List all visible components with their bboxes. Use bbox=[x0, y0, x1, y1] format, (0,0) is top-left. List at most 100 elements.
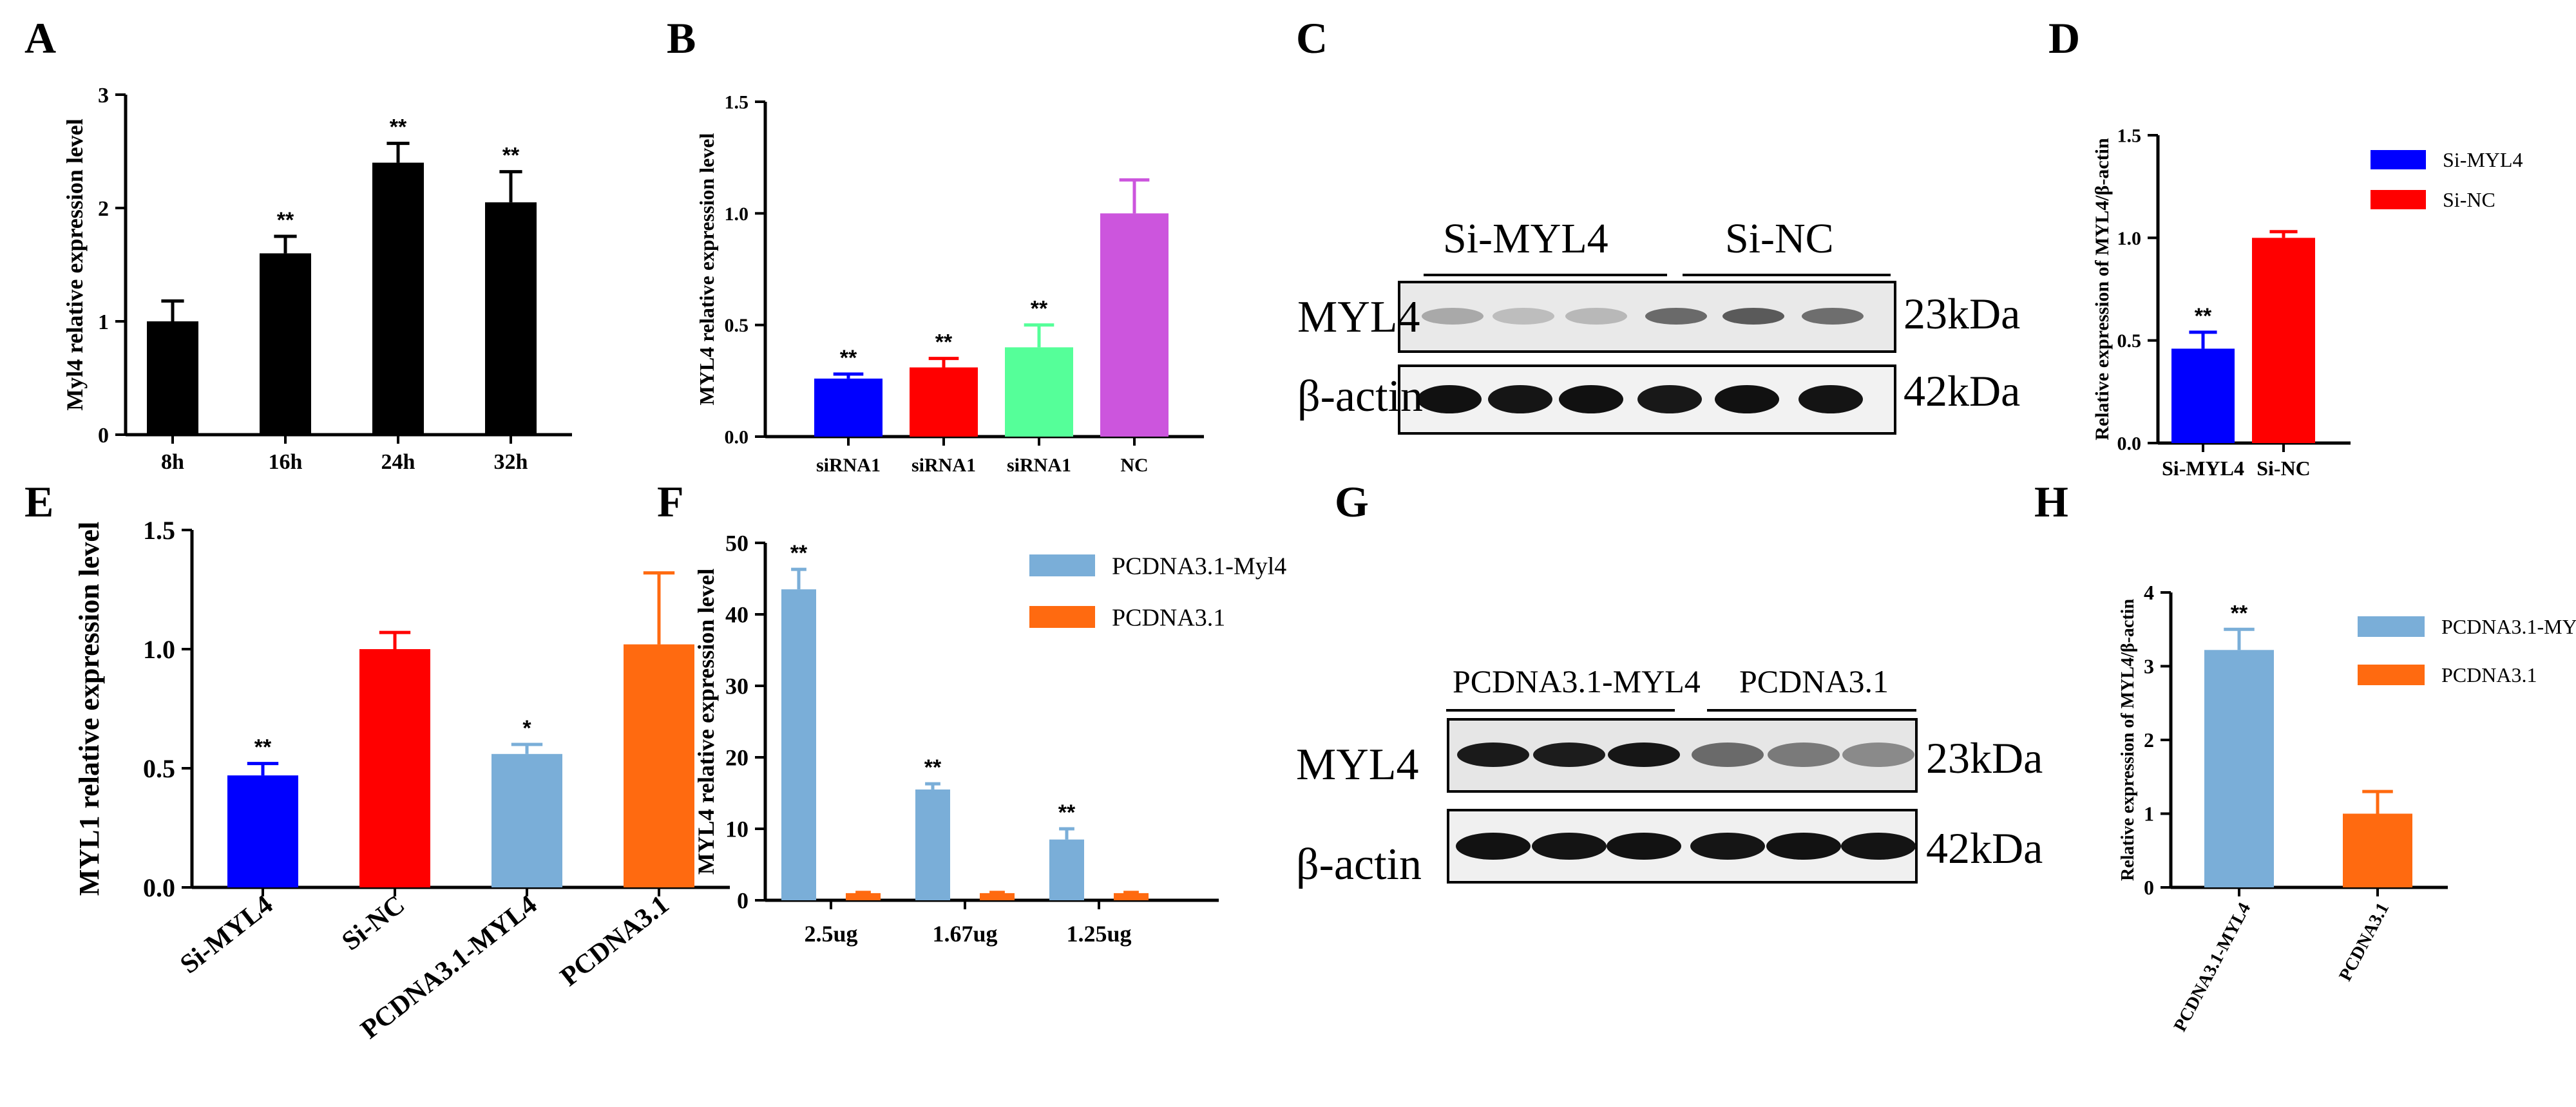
chart-b-y-tick-label: 1.0 bbox=[725, 203, 749, 225]
blot-band bbox=[1766, 833, 1841, 860]
blot-band bbox=[1645, 308, 1707, 325]
chart-f-bar-1-1 bbox=[980, 893, 1015, 900]
chart-f-y-tick-label: 20 bbox=[725, 745, 749, 771]
blot-g-size1-label: 23kDa bbox=[1926, 733, 2043, 782]
chart-f-x-tick-label: 2.5ug bbox=[804, 921, 857, 947]
chart-a-significance-2: ** bbox=[390, 115, 407, 140]
chart-e-y-label: MYL1 relative expression level bbox=[73, 522, 105, 896]
chart-f-legend-label-0: PCDNA3.1-Myl4 bbox=[1112, 553, 1286, 580]
chart-a-significance-1: ** bbox=[277, 208, 294, 232]
chart-b-bar-2 bbox=[1005, 347, 1073, 437]
blot-band bbox=[1768, 743, 1840, 767]
chart-a-y-tick-label: 3 bbox=[98, 84, 109, 108]
chart-h-bar-0 bbox=[2204, 650, 2274, 887]
chart-a-myl4-time-course: 0 1 2 3 Myl4 relative expression level 8h ** 16… bbox=[62, 84, 572, 474]
chart-d-legend-label-1: Si-NC bbox=[2443, 188, 2495, 211]
panel-letter-g: G bbox=[1335, 477, 1369, 526]
panel-letter-h: H bbox=[2034, 477, 2068, 526]
blot-band bbox=[1417, 385, 1482, 413]
blot-band bbox=[1493, 308, 1554, 325]
chart-e-y-tick-label: 0.0 bbox=[143, 873, 175, 902]
chart-h-legend-label-0: PCDNA3.1-MYL4 bbox=[2441, 615, 2576, 638]
blot-band bbox=[1841, 833, 1916, 860]
chart-d-y-tick-label: 1.5 bbox=[2117, 126, 2142, 147]
chart-b-y-tick-label: 0.0 bbox=[725, 427, 749, 448]
blot-band bbox=[1607, 833, 1681, 860]
blot-band bbox=[1456, 833, 1531, 860]
chart-e-significance-2: * bbox=[522, 716, 531, 741]
chart-b-bar-1 bbox=[910, 367, 978, 437]
chart-f-bar-2-1 bbox=[1114, 893, 1149, 900]
chart-f-y-tick-label: 0 bbox=[737, 888, 749, 914]
chart-d-y-label: Relative expression of MYL4/β-actin bbox=[2092, 138, 2113, 440]
chart-d-y-tick-label: 1.0 bbox=[2117, 228, 2142, 249]
chart-h-y-label: Relative expression of MYL4/β-actin bbox=[2118, 599, 2138, 881]
chart-d-x-tick-label: Si-NC bbox=[2256, 457, 2311, 480]
blot-g-size2-label: 42kDa bbox=[1926, 824, 2043, 873]
blot-band bbox=[1488, 385, 1552, 413]
chart-b-x-tick-label: NC bbox=[1120, 455, 1148, 476]
blot-g-group2-label: PCDNA3.1 bbox=[1739, 663, 1889, 699]
chart-b-bar-0 bbox=[814, 378, 883, 437]
blot-c-group2-label: Si-NC bbox=[1725, 215, 1834, 262]
chart-a-x-tick-label: 24h bbox=[381, 450, 415, 474]
chart-f-bar-2-0 bbox=[1049, 839, 1084, 900]
chart-h-y-tick-label: 2 bbox=[2144, 728, 2154, 752]
chart-d-significance-0: ** bbox=[2195, 304, 2212, 328]
panel-letter-d: D bbox=[2048, 14, 2080, 62]
chart-f-y-tick-label: 50 bbox=[725, 531, 749, 556]
blot-c-band2-label: β-actin bbox=[1297, 372, 1423, 421]
chart-f-bar-1-0 bbox=[915, 789, 950, 900]
chart-b-x-tick-label: siRNA1 bbox=[1007, 455, 1071, 476]
blot-c-actin-bands bbox=[1417, 385, 1863, 413]
chart-e-bar-1 bbox=[359, 649, 430, 887]
chart-a-y-tick-label: 0 bbox=[98, 424, 109, 448]
chart-d-bar-0 bbox=[2171, 348, 2235, 443]
chart-h-overexpression-blot-quantification: 0 1 2 3 4 Relative expression of MYL4/β-actin… bbox=[2118, 581, 2576, 1035]
chart-b-bar-3 bbox=[1100, 213, 1169, 437]
blot-band bbox=[1842, 743, 1914, 767]
blot-g-myl4-bands bbox=[1457, 743, 1914, 767]
blot-c-group1-label: Si-MYL4 bbox=[1443, 215, 1608, 262]
chart-b-y-tick-label: 1.5 bbox=[725, 92, 749, 113]
chart-d-x-tick-label: Si-MYL4 bbox=[2162, 457, 2244, 480]
blot-g-actin-bands bbox=[1456, 833, 1916, 860]
chart-f-bar-0-1 bbox=[846, 893, 881, 900]
chart-h-y-tick-label: 3 bbox=[2144, 655, 2154, 678]
chart-a-y-tick-label: 2 bbox=[98, 197, 109, 221]
chart-h-legend-swatch-1 bbox=[2358, 665, 2425, 685]
chart-d-bar-1 bbox=[2252, 238, 2315, 443]
chart-e-y-tick-label: 1.0 bbox=[143, 635, 175, 664]
chart-h-bar-1 bbox=[2343, 813, 2412, 887]
western-blot-c: Si-MYL4 Si-NC MYL4 β-actin 23kDa 42kDa bbox=[1297, 215, 2020, 435]
chart-f-legend-label-1: PCDNA3.1 bbox=[1112, 604, 1225, 631]
blot-c-size1-label: 23kDa bbox=[1903, 289, 2020, 338]
blot-c-myl4-bands bbox=[1422, 308, 1864, 325]
chart-e-myl1-expression: 0.0 0.5 1.0 1.5 MYL1 relative expression lev… bbox=[73, 516, 730, 1045]
blot-band bbox=[1565, 308, 1627, 325]
chart-h-significance-0: ** bbox=[2231, 601, 2248, 625]
chart-d-y-tick-label: 0.0 bbox=[2117, 433, 2142, 455]
chart-e-bar-0 bbox=[227, 775, 298, 887]
blot-band bbox=[1692, 743, 1764, 767]
chart-a-y-label: Myl4 relative expression level bbox=[62, 118, 88, 411]
chart-e-y-tick-label: 0.5 bbox=[143, 754, 175, 783]
chart-f-significance-1-0: ** bbox=[924, 755, 942, 780]
blot-band bbox=[1690, 833, 1765, 860]
chart-a-bar-3 bbox=[485, 202, 537, 435]
chart-b-significance-1: ** bbox=[935, 330, 953, 355]
chart-f-significance-0-0: ** bbox=[790, 541, 808, 565]
chart-d-legend-swatch-0 bbox=[2371, 150, 2426, 169]
panel-letter-e: E bbox=[24, 477, 53, 526]
panel-letter-a: A bbox=[24, 14, 56, 62]
chart-e-y-tick-label: 1.5 bbox=[143, 516, 175, 545]
chart-f-bar-0-0 bbox=[781, 589, 816, 900]
blot-c-band1-label: MYL4 bbox=[1297, 292, 1420, 342]
blot-band bbox=[1802, 308, 1864, 325]
blot-band bbox=[1422, 308, 1484, 325]
chart-e-x-tick-label: Si-MYL4 bbox=[175, 890, 278, 980]
blot-band bbox=[1559, 385, 1623, 413]
chart-h-y-tick-label: 4 bbox=[2144, 581, 2154, 604]
